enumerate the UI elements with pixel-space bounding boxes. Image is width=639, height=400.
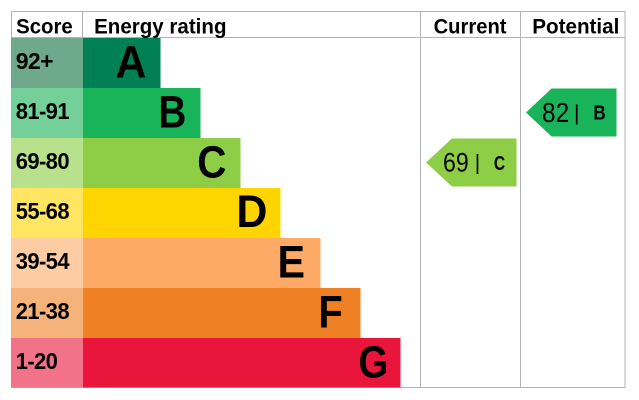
svg-text:Potential: Potential	[532, 15, 619, 38]
svg-text:82: 82	[542, 99, 569, 129]
svg-text:F: F	[318, 287, 342, 338]
svg-text:A: A	[115, 38, 146, 88]
svg-text:Score: Score	[16, 15, 73, 38]
svg-text:C: C	[494, 152, 505, 174]
svg-text:69: 69	[443, 148, 469, 178]
svg-text:B: B	[158, 87, 186, 137]
svg-text:21-38: 21-38	[16, 298, 69, 324]
svg-text:Energy rating: Energy rating	[94, 15, 226, 38]
svg-text:D: D	[236, 187, 267, 237]
svg-text:C: C	[197, 138, 226, 189]
svg-text:39-54: 39-54	[16, 248, 70, 274]
svg-text:55-68: 55-68	[16, 198, 69, 224]
svg-text:Current: Current	[434, 15, 507, 38]
svg-text:92+: 92+	[16, 48, 53, 74]
svg-text:B: B	[593, 101, 605, 124]
svg-text:69-80: 69-80	[16, 148, 69, 174]
svg-text:|: |	[574, 102, 579, 125]
svg-text:81-91: 81-91	[16, 98, 69, 124]
svg-text:E: E	[277, 238, 305, 288]
svg-text:|: |	[475, 151, 480, 174]
svg-text:1-20: 1-20	[16, 348, 58, 374]
svg-text:G: G	[359, 337, 389, 388]
